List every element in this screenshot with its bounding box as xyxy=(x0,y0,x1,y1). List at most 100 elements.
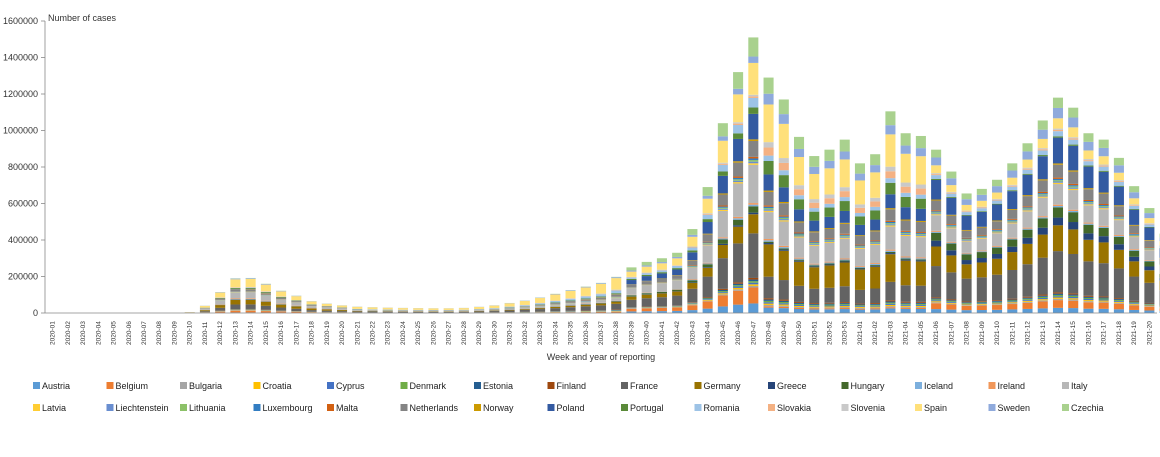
bar-segment xyxy=(1144,270,1155,283)
bar-segment xyxy=(550,303,561,305)
bar-segment xyxy=(976,226,987,228)
x-tick-label: 2021-20 xyxy=(1146,321,1153,345)
bar-segment xyxy=(687,282,698,289)
bar-segment xyxy=(870,263,881,265)
bar-segment xyxy=(397,311,408,313)
bar-segment xyxy=(794,195,805,200)
bar-segment xyxy=(1113,165,1124,173)
bar-segment xyxy=(900,305,911,307)
bar-segment xyxy=(976,258,987,263)
bar-segment xyxy=(946,301,957,302)
y-tick-label: 1400000 xyxy=(3,53,38,63)
x-tick-label: 2020-19 xyxy=(324,321,331,345)
bar-segment xyxy=(1052,307,1064,313)
bar-segment xyxy=(961,302,972,304)
legend-entry: Finland xyxy=(557,381,587,391)
bar-segment xyxy=(946,243,957,251)
bar-segment xyxy=(992,233,1003,246)
bar-segment xyxy=(885,178,896,183)
bar-segment xyxy=(1144,240,1155,241)
bar-segment xyxy=(276,297,287,300)
bar-segment xyxy=(1144,305,1155,307)
bar-segment xyxy=(550,294,561,301)
legend-entry: Netherlands xyxy=(410,403,459,413)
bar-segment xyxy=(717,163,728,165)
legend-swatch xyxy=(106,382,114,389)
bar-segment xyxy=(900,301,911,303)
bar-segment xyxy=(778,215,789,217)
legend-swatch xyxy=(33,382,40,389)
bar-segment xyxy=(946,301,957,303)
bar-segment xyxy=(260,301,271,306)
legend-entry: Sweden xyxy=(998,403,1031,413)
bar-segment xyxy=(946,309,957,313)
bar-segment xyxy=(976,237,987,238)
bar-segment xyxy=(1022,299,1033,301)
bar-segment xyxy=(824,149,835,161)
bar-segment xyxy=(870,197,881,202)
bar-segment xyxy=(672,295,683,306)
bar-segment xyxy=(885,223,896,225)
x-tick-label: 2020-02 xyxy=(65,321,72,345)
bar-segment xyxy=(1129,204,1140,206)
bar-segment xyxy=(1098,308,1109,313)
bar-segment xyxy=(809,208,820,212)
x-tick-label: 2020-30 xyxy=(491,321,498,345)
bar-segment xyxy=(337,305,348,308)
bar-segment xyxy=(733,183,744,217)
bar-segment xyxy=(535,298,546,303)
bar-segment xyxy=(870,265,881,267)
bar-segment xyxy=(1113,298,1124,300)
bar-segment xyxy=(1007,191,1018,210)
bar-segment xyxy=(687,234,698,237)
bar-segment xyxy=(717,288,728,290)
bar-segment xyxy=(1037,217,1048,219)
bar-segment xyxy=(245,287,256,289)
legend-swatch xyxy=(621,382,628,389)
bar-segment xyxy=(1129,261,1140,277)
bar-segment xyxy=(321,303,332,306)
bar-segment xyxy=(794,148,805,158)
bar-segment xyxy=(1098,225,1109,227)
bar-segment xyxy=(702,243,713,244)
bar-segment xyxy=(260,295,271,301)
bar-segment xyxy=(1068,297,1079,299)
bar-segment xyxy=(839,159,850,188)
bar-segment xyxy=(900,232,911,234)
bar-segment xyxy=(794,261,805,286)
bar-segment xyxy=(1129,234,1140,235)
bar-segment xyxy=(763,208,774,210)
bar-segment xyxy=(900,257,911,259)
bar-segment xyxy=(1144,213,1155,219)
bar-segment xyxy=(976,200,987,207)
bar-segment xyxy=(1083,199,1094,202)
bar-segment xyxy=(824,308,835,310)
bar-segment xyxy=(1022,159,1033,168)
bar-segment xyxy=(1083,205,1094,223)
bar-segment xyxy=(794,209,805,222)
bar-segment xyxy=(413,308,424,310)
bar-segment xyxy=(1022,296,1033,298)
bar-segment xyxy=(870,288,881,304)
bar-segment xyxy=(870,243,881,245)
bar-segment xyxy=(1144,260,1155,261)
bar-segment xyxy=(1022,174,1033,196)
bar-segment xyxy=(824,303,835,305)
bar-segment xyxy=(870,305,881,307)
bar-segment xyxy=(992,258,1003,275)
bar-segment xyxy=(1098,208,1109,210)
x-tick-label: 2020-53 xyxy=(842,321,849,345)
bar-segment xyxy=(1113,180,1124,182)
bar-segment xyxy=(245,299,256,305)
bar-segment xyxy=(717,140,728,163)
bar-segment xyxy=(641,308,652,312)
bar-segment xyxy=(900,259,911,261)
bar-segment xyxy=(1098,206,1109,208)
bar-segment xyxy=(839,139,850,152)
bar-segment xyxy=(1144,304,1155,305)
bar-segment xyxy=(931,266,942,298)
bar-segment xyxy=(199,308,210,310)
bar-segment xyxy=(900,308,911,313)
bar-segment xyxy=(1098,164,1109,166)
bar-segment xyxy=(1007,209,1018,219)
